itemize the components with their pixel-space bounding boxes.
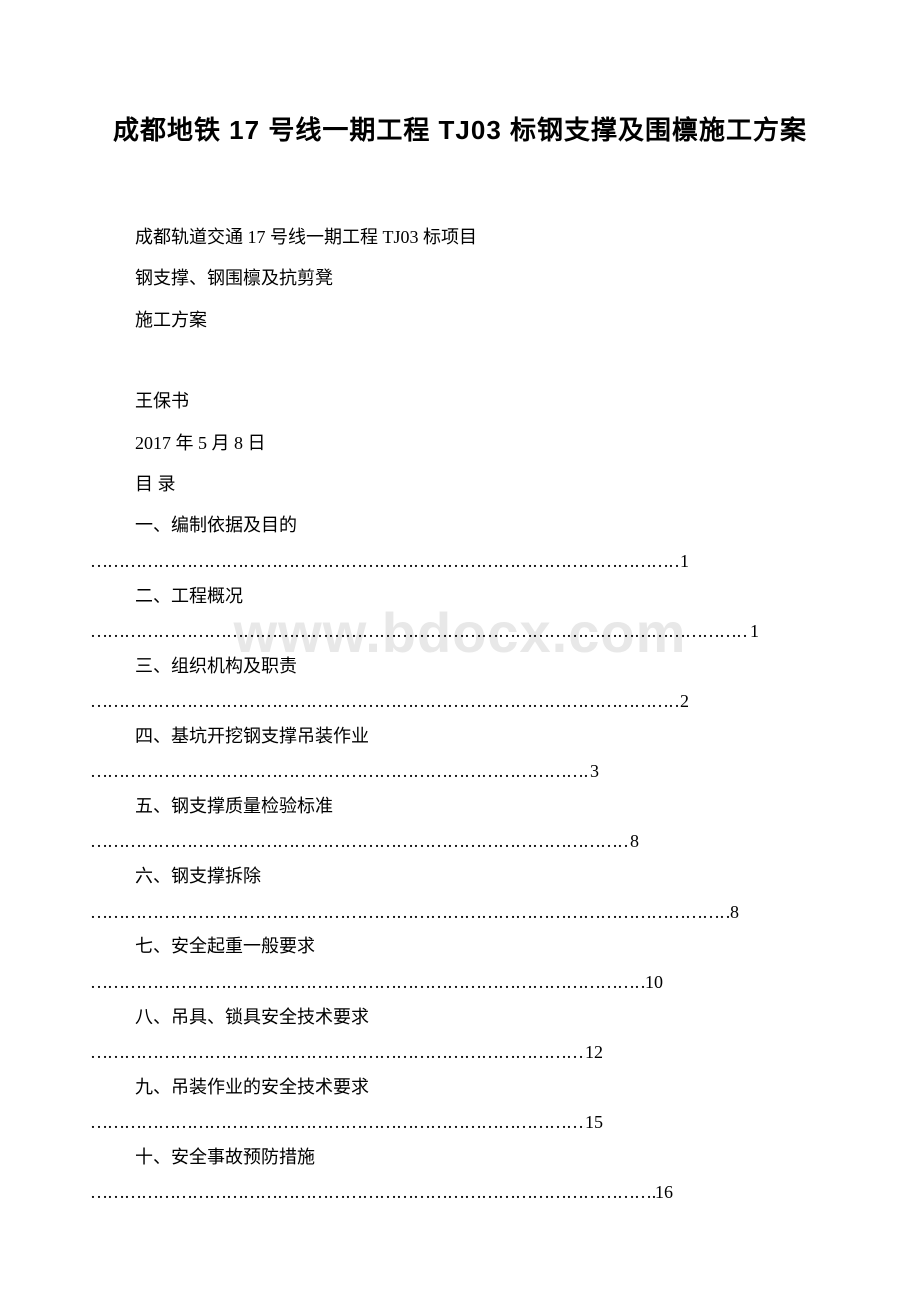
toc-heading: 目 录 bbox=[135, 464, 830, 505]
toc-label: 七、安全起重一般要求 bbox=[90, 926, 830, 967]
body-line-1: 成都轨道交通 17 号线一期工程 TJ03 标项目 bbox=[135, 217, 830, 258]
toc-label: 二、工程概况 bbox=[90, 576, 830, 617]
toc-dots: …………………………………………………………………………………………………………… bbox=[90, 1038, 585, 1067]
toc-item: 六、钢支撑拆除………………………………………………………………………………………… bbox=[90, 856, 830, 926]
toc-page-number: 15 bbox=[585, 1108, 603, 1137]
toc-container: 一、编制依据及目的…………………………………………………………………………………… bbox=[90, 505, 830, 1207]
toc-dots: …………………………………………………………………………………………………………… bbox=[90, 1108, 585, 1137]
toc-label: 九、吊装作业的安全技术要求 bbox=[90, 1067, 830, 1108]
toc-dots-line: …………………………………………………………………………………………………………… bbox=[90, 1038, 830, 1067]
toc-dots: …………………………………………………………………………………………………………… bbox=[90, 968, 645, 997]
toc-dots: …………………………………………………………………………………………………………… bbox=[90, 1178, 655, 1207]
toc-dots: …………………………………………………………………………………………………………… bbox=[90, 617, 750, 646]
toc-label: 四、基坑开挖钢支撑吊装作业 bbox=[90, 716, 830, 757]
toc-dots: …………………………………………………………………………………………………………… bbox=[90, 687, 680, 716]
toc-dots-line: …………………………………………………………………………………………………………… bbox=[90, 1108, 830, 1137]
author-line: 王保书 bbox=[135, 381, 830, 422]
toc-item: 二、工程概况…………………………………………………………………………………………… bbox=[90, 576, 830, 646]
content-area: 成都轨道交通 17 号线一期工程 TJ03 标项目 钢支撑、钢围檩及抗剪凳 施工… bbox=[90, 217, 830, 505]
toc-dots: …………………………………………………………………………………………………………… bbox=[90, 757, 590, 786]
toc-dots-line: …………………………………………………………………………………………………………… bbox=[90, 757, 830, 786]
toc-dots-line: …………………………………………………………………………………………………………… bbox=[90, 687, 830, 716]
toc-page-number: 8 bbox=[630, 827, 639, 856]
toc-page-number: 10 bbox=[645, 968, 663, 997]
body-line-3: 施工方案 bbox=[135, 300, 830, 341]
toc-label: 六、钢支撑拆除 bbox=[90, 856, 830, 897]
toc-item: 四、基坑开挖钢支撑吊装作业………………………………………………………………………… bbox=[90, 716, 830, 786]
toc-item: 九、吊装作业的安全技术要求………………………………………………………………………… bbox=[90, 1067, 830, 1137]
toc-page-number: 1 bbox=[680, 547, 689, 576]
toc-page-number: 8 bbox=[730, 898, 739, 927]
toc-page-number: 3 bbox=[590, 757, 599, 786]
toc-dots-line: …………………………………………………………………………………………………………… bbox=[90, 968, 830, 997]
date-line: 2017 年 5 月 8 日 bbox=[135, 423, 830, 464]
toc-dots-line: …………………………………………………………………………………………………………… bbox=[90, 617, 830, 646]
toc-item: 八、吊具、锁具安全技术要求………………………………………………………………………… bbox=[90, 997, 830, 1067]
document-title: 成都地铁 17 号线一期工程 TJ03 标钢支撑及围檩施工方案 bbox=[90, 110, 830, 147]
spacer bbox=[135, 341, 830, 381]
toc-dots: …………………………………………………………………………………………………………… bbox=[90, 898, 730, 927]
toc-page-number: 1 bbox=[750, 617, 759, 646]
toc-dots-line: …………………………………………………………………………………………………………… bbox=[90, 1178, 830, 1207]
toc-item: 十、安全事故预防措施………………………………………………………………………………… bbox=[90, 1137, 830, 1207]
toc-label: 十、安全事故预防措施 bbox=[90, 1137, 830, 1178]
toc-item: 一、编制依据及目的…………………………………………………………………………………… bbox=[90, 505, 830, 575]
toc-page-number: 12 bbox=[585, 1038, 603, 1067]
toc-dots: …………………………………………………………………………………………………………… bbox=[90, 827, 630, 856]
toc-label: 五、钢支撑质量检验标准 bbox=[90, 786, 830, 827]
toc-item: 五、钢支撑质量检验标准……………………………………………………………………………… bbox=[90, 786, 830, 856]
toc-dots-line: …………………………………………………………………………………………………………… bbox=[90, 547, 830, 576]
toc-dots-line: …………………………………………………………………………………………………………… bbox=[90, 827, 830, 856]
toc-dots-line: …………………………………………………………………………………………………………… bbox=[90, 898, 830, 927]
toc-item: 七、安全起重一般要求………………………………………………………………………………… bbox=[90, 926, 830, 996]
toc-label: 一、编制依据及目的 bbox=[90, 505, 830, 546]
toc-label: 八、吊具、锁具安全技术要求 bbox=[90, 997, 830, 1038]
toc-page-number: 2 bbox=[680, 687, 689, 716]
toc-dots: …………………………………………………………………………………………………………… bbox=[90, 547, 680, 576]
toc-page-number: 16 bbox=[655, 1178, 673, 1207]
body-line-2: 钢支撑、钢围檩及抗剪凳 bbox=[135, 258, 830, 299]
toc-label: 三、组织机构及职责 bbox=[90, 646, 830, 687]
toc-item: 三、组织机构及职责…………………………………………………………………………………… bbox=[90, 646, 830, 716]
